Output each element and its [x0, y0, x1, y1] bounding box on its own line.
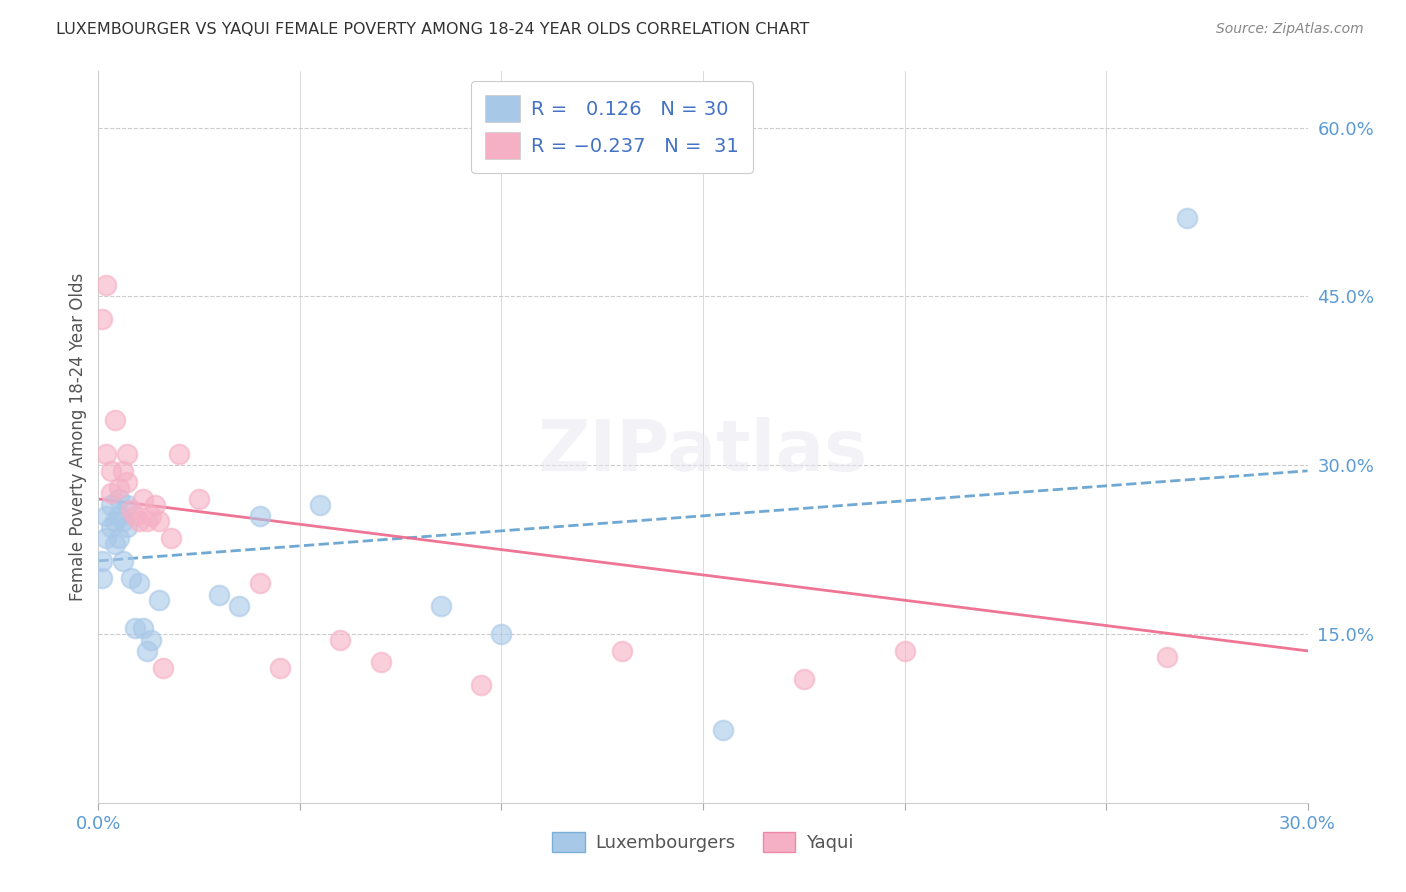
- Point: [111, 515, 134, 529]
- Point: [96, 508, 118, 523]
- Point: [370, 655, 392, 669]
- Point: [135, 644, 157, 658]
- Point: [96, 532, 118, 546]
- Point: [100, 486, 122, 500]
- Point: [103, 413, 125, 427]
- Point: [470, 678, 492, 692]
- Point: [96, 278, 118, 293]
- Point: [132, 491, 155, 506]
- Point: [103, 537, 125, 551]
- Point: [143, 498, 166, 512]
- Point: [111, 554, 134, 568]
- Point: [160, 532, 183, 546]
- Point: [1175, 211, 1198, 225]
- Point: [612, 644, 634, 658]
- Point: [120, 503, 142, 517]
- Point: [893, 644, 915, 658]
- Point: [793, 672, 815, 686]
- Point: [1156, 649, 1178, 664]
- Point: [329, 632, 352, 647]
- Text: ZIPatlas: ZIPatlas: [538, 417, 868, 486]
- Point: [115, 520, 138, 534]
- Point: [115, 447, 138, 461]
- Point: [111, 464, 134, 478]
- Point: [96, 447, 118, 461]
- Point: [124, 621, 146, 635]
- Point: [128, 515, 150, 529]
- Point: [139, 632, 162, 647]
- Point: [188, 491, 211, 506]
- Point: [100, 464, 122, 478]
- Point: [135, 515, 157, 529]
- Point: [152, 661, 174, 675]
- Point: [107, 508, 129, 523]
- Text: Source: ZipAtlas.com: Source: ZipAtlas.com: [1216, 22, 1364, 37]
- Point: [228, 599, 250, 613]
- Point: [103, 515, 125, 529]
- Point: [309, 498, 332, 512]
- Point: [115, 475, 138, 489]
- Point: [249, 508, 271, 523]
- Point: [91, 571, 114, 585]
- Point: [430, 599, 453, 613]
- Legend: Luxembourgers, Yaqui: Luxembourgers, Yaqui: [546, 824, 860, 860]
- Point: [107, 481, 129, 495]
- Point: [208, 588, 231, 602]
- Point: [249, 576, 271, 591]
- Point: [91, 312, 114, 326]
- Point: [107, 491, 129, 506]
- Point: [107, 532, 129, 546]
- Point: [711, 723, 734, 737]
- Point: [124, 508, 146, 523]
- Point: [100, 520, 122, 534]
- Point: [139, 508, 162, 523]
- Point: [91, 554, 114, 568]
- Point: [269, 661, 291, 675]
- Point: [491, 627, 513, 641]
- Point: [148, 593, 170, 607]
- Point: [167, 447, 190, 461]
- Point: [115, 498, 138, 512]
- Point: [148, 515, 170, 529]
- Point: [128, 576, 150, 591]
- Y-axis label: Female Poverty Among 18-24 Year Olds: Female Poverty Among 18-24 Year Olds: [69, 273, 87, 601]
- Point: [132, 621, 155, 635]
- Text: LUXEMBOURGER VS YAQUI FEMALE POVERTY AMONG 18-24 YEAR OLDS CORRELATION CHART: LUXEMBOURGER VS YAQUI FEMALE POVERTY AMO…: [56, 22, 810, 37]
- Point: [100, 498, 122, 512]
- Point: [120, 571, 142, 585]
